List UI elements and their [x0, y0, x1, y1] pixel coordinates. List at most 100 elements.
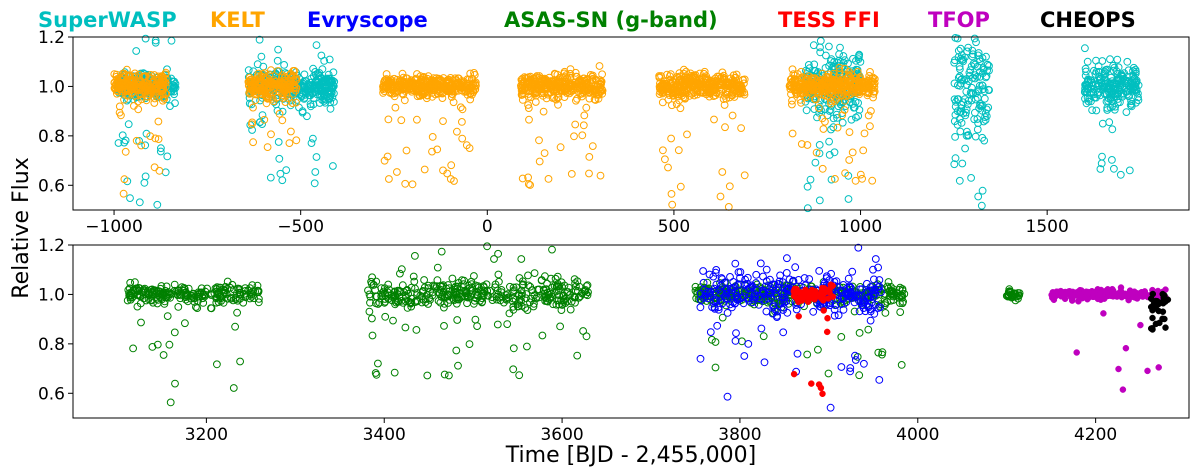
data-point [827, 175, 836, 184]
data-point [407, 76, 416, 85]
data-point [249, 67, 258, 76]
data-point [321, 95, 330, 104]
data-point [124, 95, 132, 103]
data-point [470, 272, 478, 280]
data-point [563, 74, 572, 83]
data-point [1122, 344, 1130, 352]
series-tess-ffi [790, 281, 837, 398]
data-point [305, 82, 314, 91]
data-point [598, 86, 607, 95]
data-point [663, 70, 671, 79]
data-point [465, 144, 474, 153]
data-point [532, 84, 541, 92]
data-point [307, 139, 316, 148]
data-point [833, 123, 842, 132]
data-point [439, 117, 447, 125]
data-point [289, 76, 298, 85]
data-point [668, 101, 676, 110]
data-point [1123, 90, 1131, 99]
data-point [503, 320, 512, 329]
data-point [269, 85, 277, 93]
data-point [156, 147, 165, 156]
data-point [111, 84, 120, 92]
data-point [967, 83, 976, 92]
data-point [151, 134, 160, 143]
data-point [724, 203, 733, 211]
data-point [864, 325, 873, 334]
data-point [263, 143, 272, 152]
data-point [329, 68, 338, 77]
data-point [1115, 289, 1122, 297]
data-point [159, 78, 168, 87]
data-point [136, 82, 144, 91]
data-point [465, 75, 474, 84]
data-point [278, 71, 287, 79]
data-point [956, 44, 965, 53]
data-point [258, 120, 267, 128]
data-point [723, 392, 732, 401]
data-point [123, 65, 131, 74]
legend-evryscope: Evryscope [307, 8, 428, 32]
data-point [958, 51, 966, 59]
data-point [170, 90, 179, 99]
data-point [150, 99, 159, 107]
data-point [368, 273, 377, 282]
data-point [533, 72, 541, 80]
data-point [699, 267, 707, 275]
data-point [329, 162, 337, 170]
data-point [327, 77, 336, 85]
data-point [465, 340, 474, 349]
data-point [967, 89, 976, 98]
data-point [275, 154, 284, 163]
data-point [674, 146, 683, 155]
data-point [153, 200, 162, 209]
data-point [705, 92, 714, 101]
data-point [1119, 386, 1127, 393]
data-point [493, 320, 502, 329]
data-point [535, 157, 544, 166]
y-tick-label: 1.0 [38, 285, 65, 305]
data-point [956, 127, 965, 136]
data-point [656, 84, 665, 93]
data-point [824, 369, 833, 378]
data-point [287, 127, 295, 136]
data-point [951, 102, 960, 111]
data-point [844, 195, 853, 203]
data-point [316, 87, 325, 96]
data-point [256, 118, 265, 126]
data-point [972, 38, 980, 47]
data-point [1127, 97, 1135, 106]
data-point [390, 368, 399, 377]
data-point [832, 110, 841, 119]
data-point [819, 125, 828, 133]
data-point [1147, 325, 1155, 332]
data-point [275, 109, 284, 118]
data-point [849, 103, 858, 112]
data-point [170, 328, 179, 337]
data-point [149, 78, 158, 87]
data-point [1116, 98, 1124, 107]
data-point [532, 88, 541, 97]
data-point [161, 168, 170, 177]
data-point [1088, 81, 1097, 90]
data-point [428, 81, 437, 89]
x-tick-label: 3200 [185, 425, 228, 445]
data-point [1149, 290, 1157, 298]
data-point [971, 95, 980, 104]
data-point [1132, 86, 1141, 94]
data-point [1097, 296, 1105, 303]
data-point [1127, 99, 1136, 108]
y-tick-label: 0.6 [38, 176, 65, 196]
x-tick-label: 3600 [540, 425, 583, 445]
data-point [1115, 365, 1122, 373]
data-point [835, 50, 843, 59]
data-point [393, 168, 401, 176]
data-point [711, 363, 720, 372]
data-point [129, 344, 138, 353]
data-point [525, 115, 533, 124]
data-point [951, 154, 960, 163]
data-point [721, 83, 730, 91]
data-point [524, 271, 532, 280]
data-point [517, 255, 526, 263]
